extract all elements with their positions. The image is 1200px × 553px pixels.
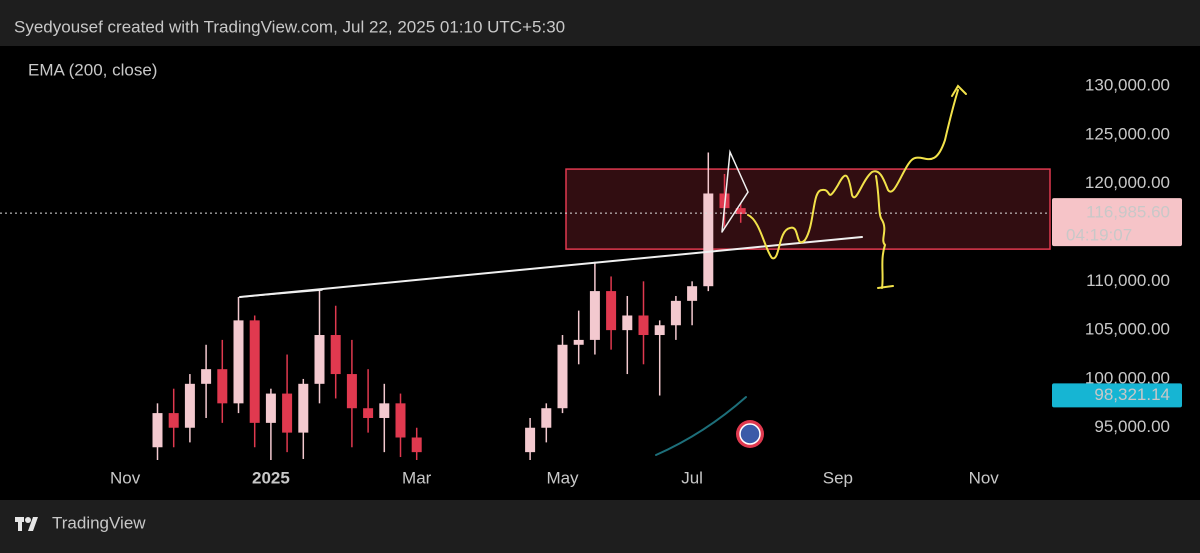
candle-body bbox=[573, 339, 584, 345]
projection-down bbox=[875, 175, 887, 289]
x-tick-label: Nov bbox=[969, 468, 1000, 487]
candle-body bbox=[282, 393, 293, 433]
candle-body bbox=[217, 369, 228, 404]
x-tick-label: Jul bbox=[681, 468, 703, 487]
indicator-legend: EMA (200, close) bbox=[28, 60, 157, 79]
projection-up bbox=[747, 89, 959, 260]
candle-body bbox=[233, 320, 244, 404]
candle-body bbox=[168, 413, 179, 428]
arrow-head bbox=[877, 285, 894, 289]
candle-body bbox=[395, 403, 406, 438]
y-tick-label: 130,000.00 bbox=[1085, 76, 1170, 95]
countdown-label: 04:19:07 bbox=[1066, 226, 1132, 245]
candle-body bbox=[298, 383, 309, 433]
ema-box bbox=[1052, 383, 1182, 408]
x-tick-label: Sep bbox=[823, 468, 853, 487]
last-price-label: 116,985.60 bbox=[1086, 203, 1170, 222]
candle-body bbox=[589, 291, 600, 340]
x-tick-label: Mar bbox=[402, 468, 432, 487]
candle-body bbox=[735, 208, 746, 214]
candle-body bbox=[606, 291, 617, 331]
candle-body bbox=[541, 408, 552, 428]
y-tick-label: 120,000.00 bbox=[1085, 173, 1170, 192]
candle-body bbox=[346, 374, 357, 409]
candles bbox=[152, 152, 746, 460]
candle-body bbox=[184, 383, 195, 428]
logo bbox=[15, 517, 38, 531]
candle-body bbox=[638, 315, 649, 336]
candle-body bbox=[525, 427, 536, 453]
event-icon bbox=[739, 423, 761, 445]
candle-body bbox=[411, 437, 422, 453]
x-tick-label: 2025 bbox=[252, 468, 290, 487]
candle-body bbox=[330, 335, 341, 375]
x-tick-label: May bbox=[546, 468, 579, 487]
y-tick-label: 105,000.00 bbox=[1085, 320, 1170, 339]
arrow-head bbox=[951, 84, 967, 97]
candle-body bbox=[557, 344, 568, 409]
last-price-box bbox=[1052, 198, 1182, 247]
candle-body bbox=[670, 300, 681, 326]
triangle bbox=[721, 149, 749, 233]
candle-body bbox=[654, 325, 665, 336]
y-tick-label: 125,000.00 bbox=[1085, 124, 1170, 143]
candle-body bbox=[363, 408, 374, 418]
candle-body bbox=[622, 315, 633, 331]
trend-line bbox=[239, 236, 863, 298]
drawings bbox=[239, 84, 967, 456]
candle-body bbox=[152, 413, 163, 448]
brand-text: TradingView bbox=[52, 513, 146, 532]
y-tick-label: 100,000.00 bbox=[1085, 368, 1170, 387]
candle-body bbox=[687, 286, 698, 301]
trend-line bbox=[239, 289, 323, 298]
candle-body bbox=[314, 335, 325, 384]
candle-body bbox=[265, 393, 276, 423]
header-text: Syedyousef created with TradingView.com,… bbox=[14, 17, 565, 36]
candle-body bbox=[249, 320, 260, 423]
y-tick-label: 110,000.00 bbox=[1086, 271, 1170, 290]
candle-body bbox=[379, 403, 390, 418]
ema-line bbox=[655, 396, 747, 456]
ema-label: 98,321.14 bbox=[1094, 385, 1170, 404]
x-tick-label: Nov bbox=[110, 468, 141, 487]
candle-body bbox=[703, 193, 714, 287]
chart-pane bbox=[0, 46, 1200, 500]
zone bbox=[565, 168, 1051, 250]
y-tick-label: 95,000.00 bbox=[1094, 417, 1170, 436]
candle-body bbox=[201, 369, 212, 384]
